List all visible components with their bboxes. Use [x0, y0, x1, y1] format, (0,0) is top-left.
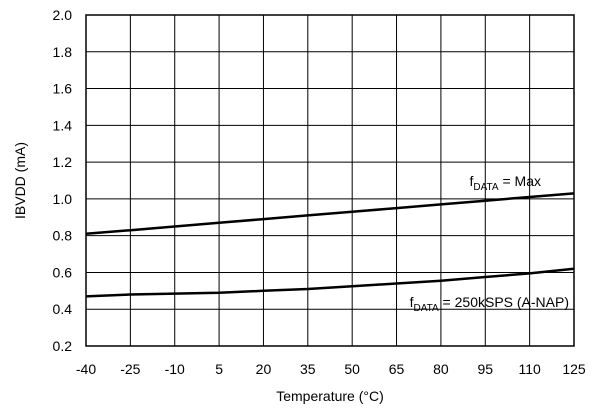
x-tick-label: 50	[344, 361, 360, 377]
annotation-main: f	[470, 173, 474, 189]
x-tick-label: 125	[562, 361, 586, 377]
x-tick-label: 5	[215, 361, 223, 377]
x-tick-label: 80	[433, 361, 449, 377]
y-tick-label: 0.2	[53, 338, 73, 354]
annotation-rest: = Max	[499, 173, 541, 189]
y-tick-label: 1.2	[53, 154, 73, 170]
y-tick-labels: 0.2 0.4 0.6 0.8 1.0 1.2 1.4 1.6 1.8 2.0	[53, 7, 73, 354]
plot-frame	[85, 14, 575, 347]
annotation-subscript: DATA	[413, 303, 439, 314]
annotation-series-0: fDATA = Max	[470, 173, 541, 193]
y-tick-label: 1.4	[53, 117, 73, 133]
annotation-main: f	[410, 294, 414, 310]
y-tick-label: 1.8	[53, 44, 73, 60]
annotation-series-1: fDATA = 250kSPS (A-NAP)	[410, 294, 569, 314]
x-axis-title: Temperature (°C)	[276, 388, 384, 404]
x-tick-label: 20	[256, 361, 272, 377]
annotation-subscript: DATA	[473, 182, 499, 193]
x-tick-label: -40	[76, 361, 96, 377]
annotation-rest: = 250kSPS (A-NAP)	[439, 294, 569, 310]
x-tick-label: -25	[120, 361, 140, 377]
y-axis-title: IBVDD (mA)	[12, 142, 28, 219]
y-tick-label: 0.6	[53, 264, 73, 280]
series-line-0	[85, 192, 575, 236]
y-tick-label: 1.6	[53, 81, 73, 97]
x-tick-label: -10	[165, 361, 185, 377]
series-group	[85, 192, 575, 298]
x-tick-labels: -40 -25 -10 5 20 35 50 65 80 95 110 125	[76, 361, 586, 377]
y-tick-label: 0.8	[53, 228, 73, 244]
x-tick-label: 95	[477, 361, 493, 377]
x-tick-label: 65	[389, 361, 405, 377]
y-tick-label: 1.0	[53, 191, 73, 207]
y-tick-label: 0.4	[53, 301, 73, 317]
series-line-1	[85, 267, 575, 298]
x-tick-label: 35	[300, 361, 316, 377]
y-tick-label: 2.0	[53, 7, 73, 23]
x-tick-label: 110	[518, 361, 541, 377]
